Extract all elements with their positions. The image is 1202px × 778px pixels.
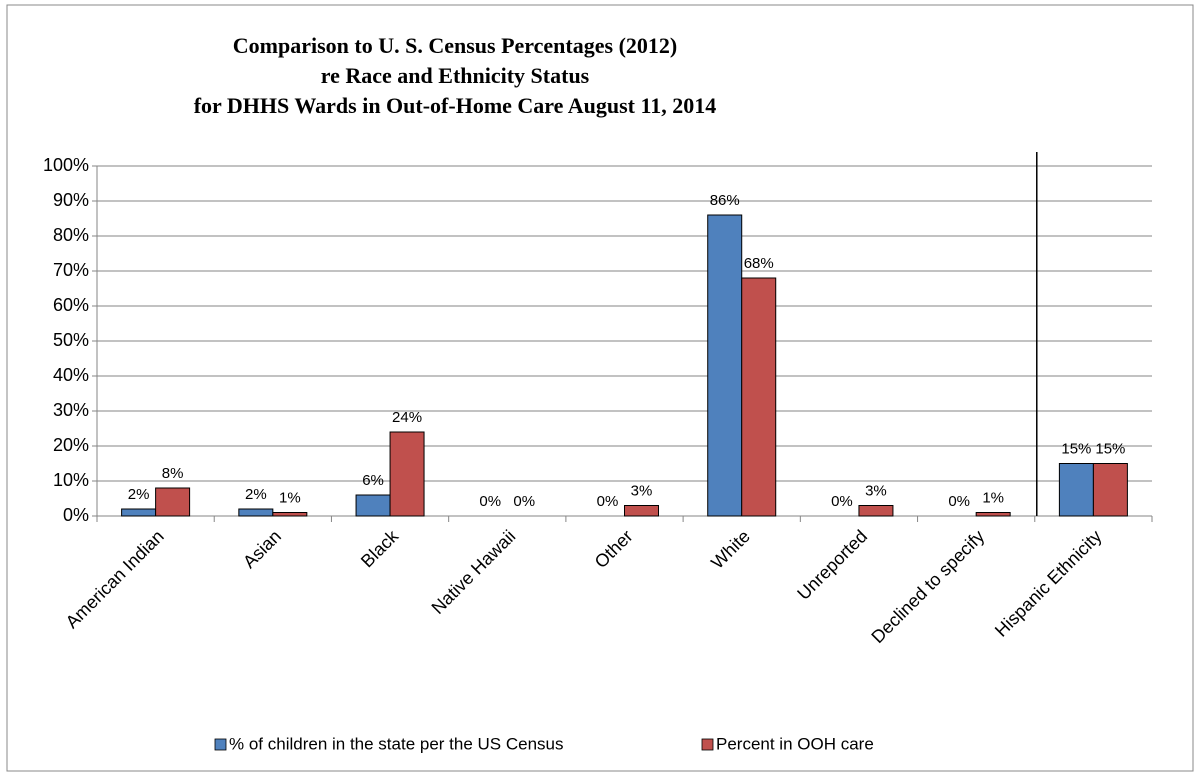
bar [858, 505, 894, 517]
chart-title: for DHHS Wards in Out-of-Home Care Augus… [194, 93, 717, 118]
legend-label: Percent in OOH care [716, 734, 874, 753]
chart-border [6, 4, 1194, 772]
value-label: 0% [597, 493, 619, 510]
value-label: 8% [162, 465, 184, 482]
value-label: 0% [479, 493, 501, 510]
y-tick-label: 40% [53, 365, 89, 385]
bar [238, 508, 274, 517]
value-label: 0% [948, 493, 970, 510]
value-label: 68% [744, 255, 774, 272]
bar [1058, 463, 1094, 517]
legend-label: % of children in the state per the US Ce… [229, 734, 564, 753]
value-label: 86% [710, 192, 740, 209]
y-tick-label: 70% [53, 260, 89, 280]
y-tick-label: 60% [53, 295, 89, 315]
value-label: 1% [982, 489, 1004, 506]
bar [624, 505, 659, 517]
y-tick-label: 100% [43, 155, 89, 175]
value-label: 2% [128, 486, 150, 503]
bar [389, 431, 425, 517]
y-tick-label: 50% [53, 330, 89, 350]
bar [707, 214, 743, 517]
value-label: 6% [362, 472, 384, 489]
bar [741, 277, 777, 517]
value-label: 0% [513, 493, 535, 510]
bar [1092, 463, 1128, 517]
value-label: 15% [1095, 440, 1125, 457]
bar [155, 487, 191, 517]
bar [272, 512, 308, 517]
value-label: 2% [245, 486, 267, 503]
value-label: 15% [1061, 440, 1091, 457]
bar [121, 508, 157, 517]
legend-swatch [701, 738, 714, 751]
value-label: 24% [392, 409, 422, 426]
chart-title: Comparison to U. S. Census Percentages (… [233, 33, 677, 58]
y-tick-label: 90% [53, 190, 89, 210]
chart-title: re Race and Ethnicity Status [321, 63, 590, 88]
value-label: 1% [279, 489, 301, 506]
y-tick-label: 0% [63, 505, 89, 525]
y-tick-label: 10% [53, 470, 89, 490]
y-tick-label: 80% [53, 225, 89, 245]
bar [355, 494, 391, 517]
y-tick-label: 20% [53, 435, 89, 455]
y-tick-label: 30% [53, 400, 89, 420]
value-label: 3% [631, 482, 653, 499]
legend-swatch [214, 738, 227, 751]
value-label: 3% [865, 482, 887, 499]
bar [975, 512, 1011, 517]
value-label: 0% [831, 493, 853, 510]
